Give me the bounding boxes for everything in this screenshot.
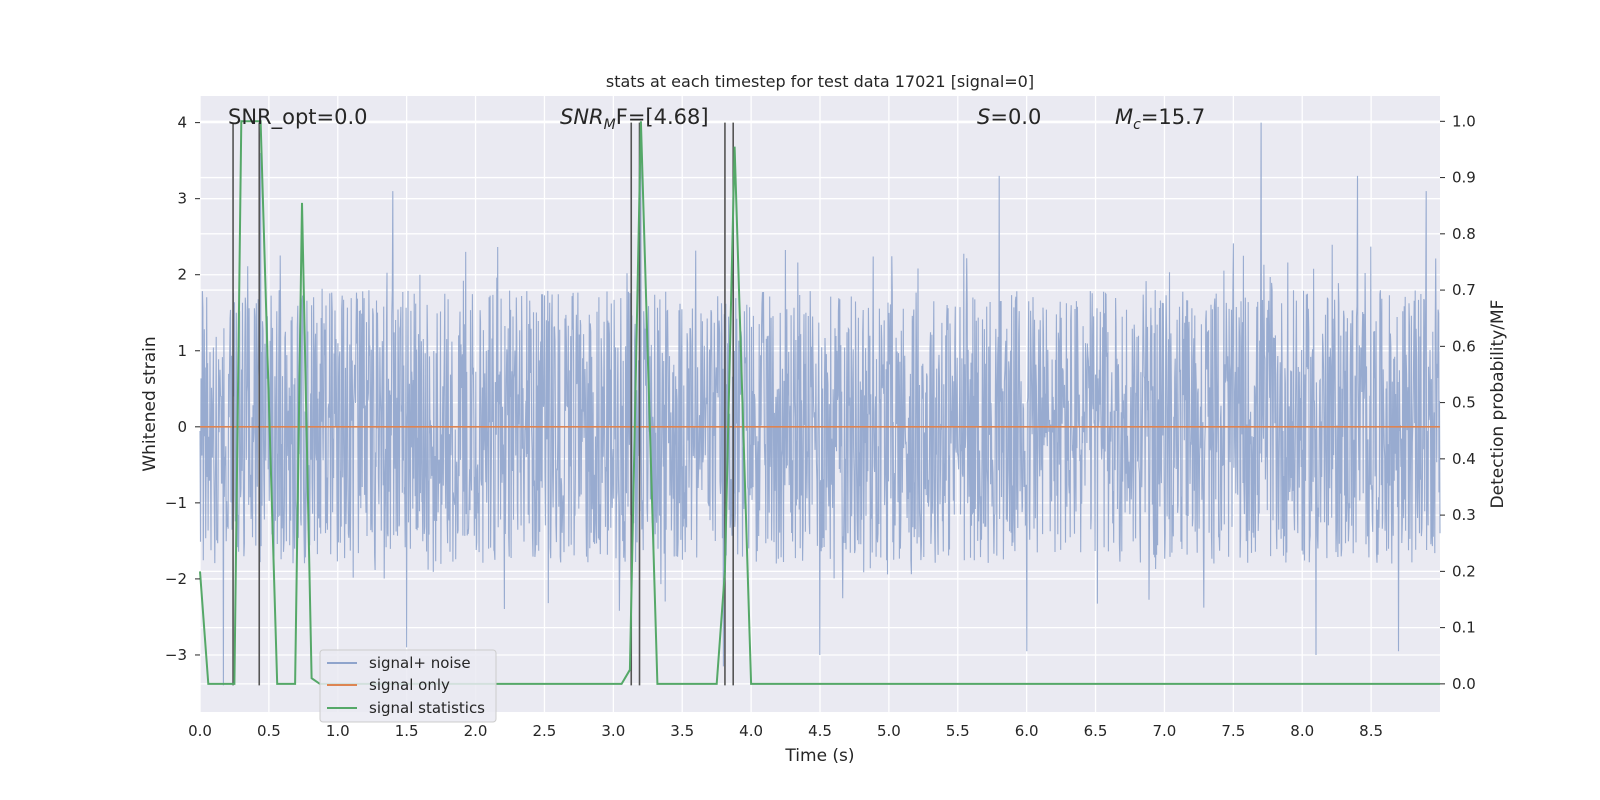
y-tick-label: 0 xyxy=(177,418,187,436)
x-tick-label: 4.5 xyxy=(808,722,832,740)
y2-tick-label: 0.3 xyxy=(1452,506,1476,524)
x-tick-label: 6.0 xyxy=(1015,722,1039,740)
y-ticks: −3 −2 −1 0 1 2 3 4 xyxy=(165,114,200,664)
annotation-mc-sub: c xyxy=(1133,117,1141,133)
y2-tick-label: 0.5 xyxy=(1452,394,1476,412)
y2-tick-label: 0.7 xyxy=(1452,281,1476,299)
annotation-s-main: S xyxy=(977,105,990,129)
x-tick-label: 5.5 xyxy=(946,722,970,740)
x-tick-label: 2.0 xyxy=(464,722,488,740)
x-tick-label: 6.5 xyxy=(1084,722,1108,740)
annotation-mc: Mc=15.7 xyxy=(1115,105,1205,133)
signal-noise-line xyxy=(199,122,1441,686)
signal-statistics-series xyxy=(199,120,1440,685)
y2-tick-label: 0.1 xyxy=(1452,619,1476,637)
legend-label-signal-statistics: signal statistics xyxy=(369,699,485,717)
x-tick-label: 8.0 xyxy=(1290,722,1314,740)
x-tick-label: 0.0 xyxy=(188,722,212,740)
y2-tick-label: 1.0 xyxy=(1452,112,1476,130)
annotation-s-rest: =0.0 xyxy=(990,105,1041,129)
legend-box xyxy=(319,649,497,723)
y2-tick-label: 0.4 xyxy=(1452,450,1476,468)
y2-axis-label: Detection probability/MF xyxy=(1488,300,1508,509)
y-tick-label: −3 xyxy=(165,646,187,664)
y2-tick-label: 0.9 xyxy=(1452,169,1476,187)
x-tick-label: 1.5 xyxy=(395,722,419,740)
x-tick-label: 8.5 xyxy=(1359,722,1383,740)
signal-noise-series xyxy=(199,122,1441,686)
x-tick-label: 4.0 xyxy=(739,722,763,740)
y-tick-label: −1 xyxy=(165,494,187,512)
y2-ticks: 0.0 0.1 0.2 0.3 0.4 0.5 0.6 0.7 0.8 0.9 1.0 xyxy=(1440,112,1476,693)
annotation-snr-mf-sub: M xyxy=(604,117,616,133)
annotation-s: S=0.0 xyxy=(977,105,1041,129)
chart-title: stats at each timestep for test data 170… xyxy=(606,72,1034,91)
x-tick-label: 7.0 xyxy=(1153,722,1177,740)
annotation-snr-mf-main: SNR xyxy=(560,105,604,129)
x-tick-label: 2.5 xyxy=(533,722,557,740)
y-tick-label: −2 xyxy=(165,570,187,588)
y-tick-label: 1 xyxy=(177,342,187,360)
x-tick-label: 0.5 xyxy=(257,722,281,740)
y-tick-label: 4 xyxy=(177,114,187,132)
annotation-mc-main: M xyxy=(1115,105,1133,129)
legend-label-signal-only: signal only xyxy=(369,676,450,694)
x-tick-label: 3.5 xyxy=(670,722,694,740)
annotation-snr-opt: SNR_opt=0.0 xyxy=(228,105,368,130)
y-tick-label: 2 xyxy=(177,266,187,284)
y-tick-label: 3 xyxy=(177,190,187,208)
x-tick-label: 7.5 xyxy=(1221,722,1245,740)
annotation-mc-rest: =15.7 xyxy=(1141,105,1205,129)
y2-tick-label: 0.0 xyxy=(1452,675,1476,693)
legend: signal+ noise signal only signal statist… xyxy=(319,649,497,723)
signal-statistics-line xyxy=(199,120,1440,685)
y2-tick-label: 0.6 xyxy=(1452,337,1476,355)
y-axis-label: Whitened strain xyxy=(140,336,160,471)
annotation-snr-mf: SNRMF=[4.68] xyxy=(560,105,709,133)
y2-tick-label: 0.8 xyxy=(1452,225,1476,243)
x-axis-label: Time (s) xyxy=(784,746,854,766)
legend-label-signal-noise: signal+ noise xyxy=(369,654,471,672)
y2-tick-label: 0.2 xyxy=(1452,562,1476,580)
annotation-snr-mf-rest: F=[4.68] xyxy=(616,105,709,129)
x-tick-label: 3.0 xyxy=(601,722,625,740)
x-ticks: 0.0 0.5 1.0 1.5 2.0 2.5 3.0 3.5 4.0 4.5 5.0 5.5 6.0 6… xyxy=(188,722,1383,740)
x-tick-label: 5.0 xyxy=(877,722,901,740)
x-tick-label: 1.0 xyxy=(326,722,350,740)
